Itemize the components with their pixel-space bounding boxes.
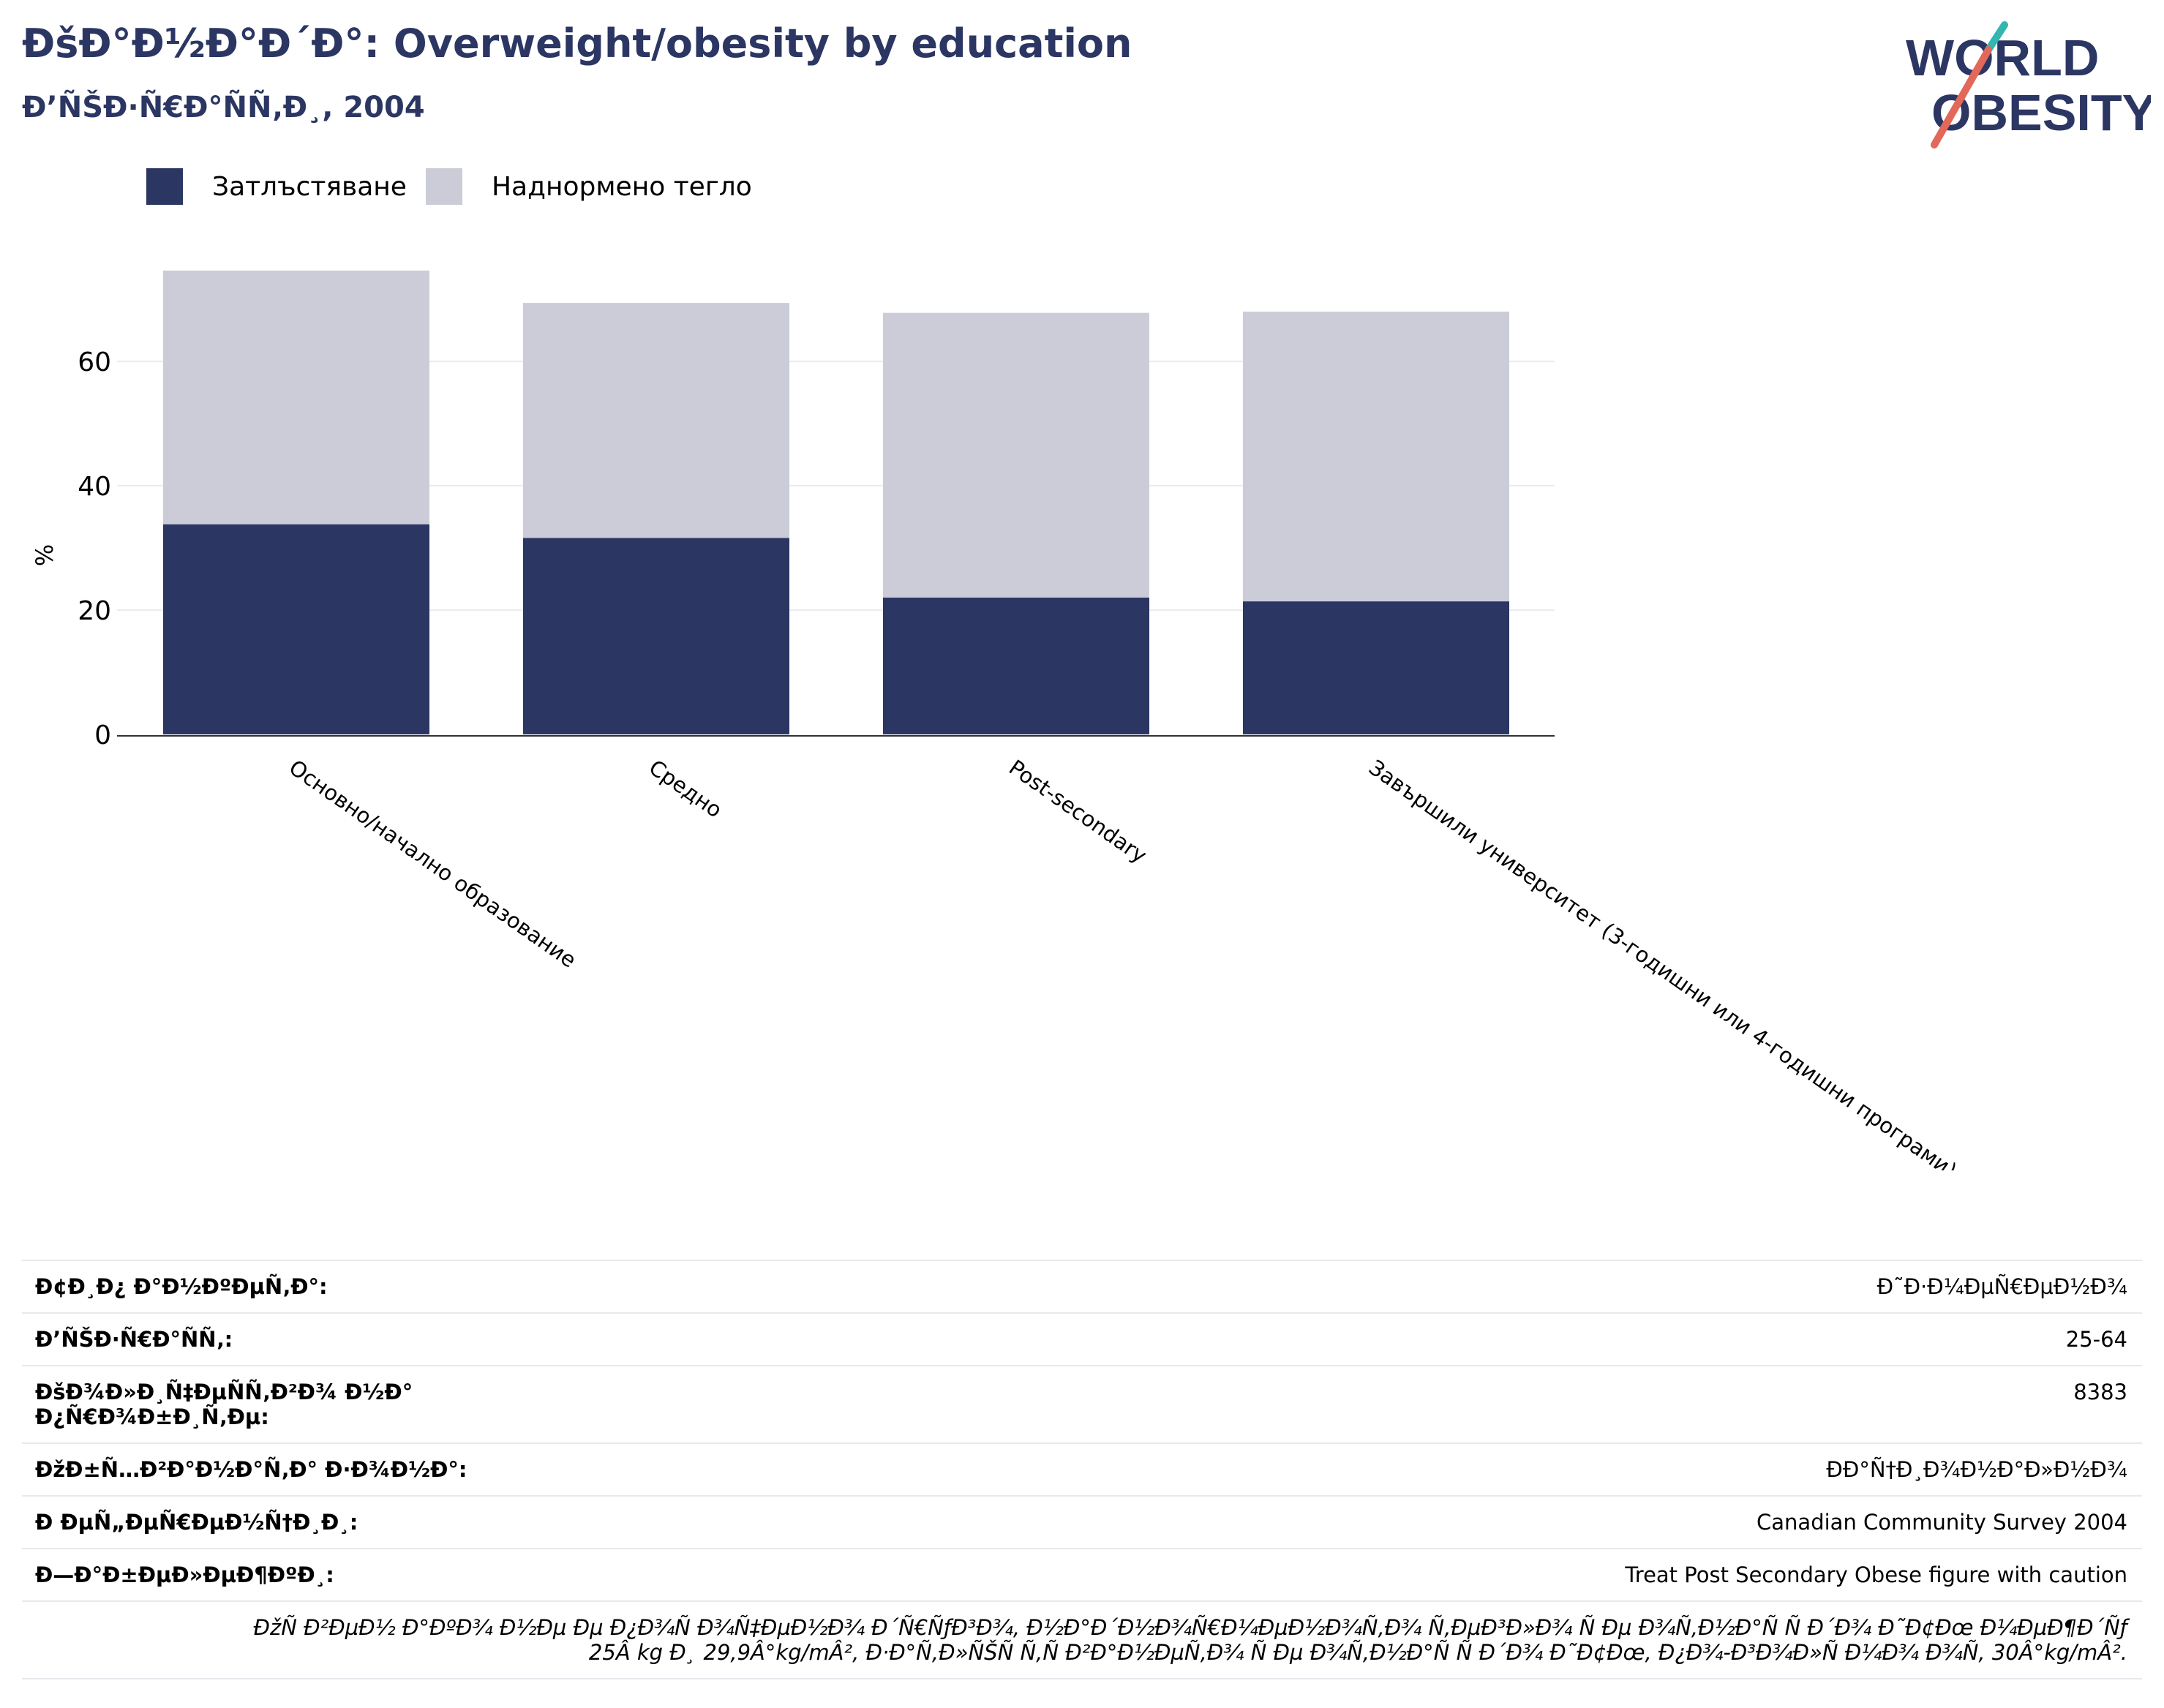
legend-swatch-overweight [425, 168, 462, 205]
x-tick-label: Post-secondary [1004, 755, 1151, 868]
chart-subtitle: Ð’ÑŠÐ·Ñ€Ð°ÑÑ‚Ð¸, 2004 [22, 91, 425, 124]
bar-obese [523, 538, 789, 734]
logo-word-world: WORLD [1906, 29, 2099, 86]
bar-overweight [163, 270, 429, 524]
metadata-row: ÐšÐ¾Ð»Ð¸Ñ‡ÐµÑÑ‚Ð²Ð¾ Ð½Ð° Ð¿Ñ€Ð¾Ð±Ð¸Ñ‚Ðµ:… [22, 1365, 2142, 1442]
logo-word-obesity: OBESITY [1931, 84, 2151, 141]
metadata-key: Ð—Ð°Ð±ÐµÐ»ÐµÐ¶ÐºÐ¸: [35, 1562, 334, 1587]
metadata-value: Treat Post Secondary Obese figure with c… [1625, 1562, 2127, 1587]
y-tick-label: 0 [94, 721, 111, 750]
metadata-value: Canadian Community Survey 2004 [1757, 1510, 2127, 1535]
bar-overweight [883, 312, 1149, 598]
metadata-value: 25-64 [2065, 1327, 2127, 1352]
x-tick-label: Средно [645, 755, 726, 823]
x-tick-label: Завършили университет (3-годишни или 4-г… [1364, 755, 1961, 1170]
logo-slash-red [1931, 46, 1992, 148]
bar-obese [1243, 601, 1509, 734]
metadata-row: Ð ÐµÑ„ÐµÑ€ÐµÐ½Ñ†Ð¸Ð¸: Canadian Community … [22, 1495, 2142, 1548]
footnote-line: 25Â kg Ð¸ 29,9Â°kg/mÂ², Ð·Ð°Ñ‚Ð»ÑŠÑ Ñ‚Ñ … [588, 1640, 2127, 1665]
bar-obese [163, 524, 429, 734]
metadata-key: Ð ÐµÑ„ÐµÑ€ÐµÐ½Ñ†Ð¸Ð¸: [35, 1510, 358, 1535]
y-axis-label: % [31, 544, 59, 566]
bar-obese [883, 598, 1149, 734]
metadata-value: Ð˜Ð·Ð¼ÐµÑ€ÐµÐ½Ð¾ [1876, 1274, 2127, 1299]
chart-title: ÐšÐ°Ð½Ð°Ð´Ð°: Overweight/obesity by educ… [22, 20, 1132, 67]
metadata-row: ÐžÐ±Ñ…Ð²Ð°Ð½Ð°Ñ‚Ð° Ð·Ð¾Ð½Ð°: ÐÐ°Ñ†Ð¸Ð¾Ð½Ð… [22, 1442, 2142, 1495]
y-tick-label: 40 [78, 472, 111, 502]
logo-slash-teal [1985, 21, 2008, 53]
x-tick-label: Основно/начално образование [285, 755, 581, 973]
legend: Затлъстяване Наднормено тегло [146, 167, 771, 206]
metadata-table: Ð¢Ð¸Ð¿ Ð°Ð½ÐºÐµÑ‚Ð°: Ð˜Ð·Ð¼ÐµÑ€ÐµÐ½Ð¾ Ð’ÑŠ… [22, 1260, 2142, 1679]
metadata-key: ÐžÐ±Ñ…Ð²Ð°Ð½Ð°Ñ‚Ð° Ð·Ð¾Ð½Ð°: [35, 1457, 467, 1482]
metadata-row: Ð’ÑŠÐ·Ñ€Ð°ÑÑ‚: 25-64 [22, 1312, 2142, 1365]
legend-label-overweight: Наднормено тегло [491, 171, 752, 202]
metadata-row: Ð¢Ð¸Ð¿ Ð°Ð½ÐºÐµÑ‚Ð°: Ð˜Ð·Ð¼ÐµÑ€ÐµÐ½Ð¾ [22, 1260, 2142, 1312]
bar-chart: 0 20 40 60% Основно/начално образование Средн… [31, 270, 1961, 1170]
y-tick-label: 20 [78, 596, 111, 626]
footnote: ÐžÑ Ð²ÐµÐ½ Ð°ÐºÐ¾ Ð½Ðµ Ðµ Ð¿Ð¾Ñ Ð¾Ñ‡ÐµÐ½… [22, 1600, 2142, 1679]
bar-overweight [1243, 312, 1509, 602]
metadata-key: Ð¢Ð¸Ð¿ Ð°Ð½ÐºÐµÑ‚Ð°: [35, 1274, 328, 1299]
metadata-key: Ð’ÑŠÐ·Ñ€Ð°ÑÑ‚: [35, 1327, 233, 1352]
y-tick-label: 60 [78, 347, 111, 377]
metadata-key: ÐšÐ¾Ð»Ð¸Ñ‡ÐµÑÑ‚Ð²Ð¾ Ð½Ð° Ð¿Ñ€Ð¾Ð±Ð¸Ñ‚Ðµ: [35, 1380, 413, 1429]
metadata-row: Ð—Ð°Ð±ÐµÐ»ÐµÐ¶ÐºÐ¸: Treat Post Secondary … [22, 1548, 2142, 1600]
bar-overweight [523, 303, 789, 538]
metadata-value: ÐÐ°Ñ†Ð¸Ð¾Ð½Ð°Ð»Ð½Ð¾ [1826, 1457, 2127, 1482]
footnote-line: ÐžÑ Ð²ÐµÐ½ Ð°ÐºÐ¾ Ð½Ðµ Ðµ Ð¿Ð¾Ñ Ð¾Ñ‡ÐµÐ½… [253, 1615, 2127, 1640]
legend-swatch-obese [146, 168, 183, 205]
world-obesity-logo: WORLD OBESITY [1906, 21, 2151, 148]
metadata-value: 8383 [2073, 1380, 2127, 1404]
legend-label-obese: Затлъстяване [212, 171, 407, 202]
